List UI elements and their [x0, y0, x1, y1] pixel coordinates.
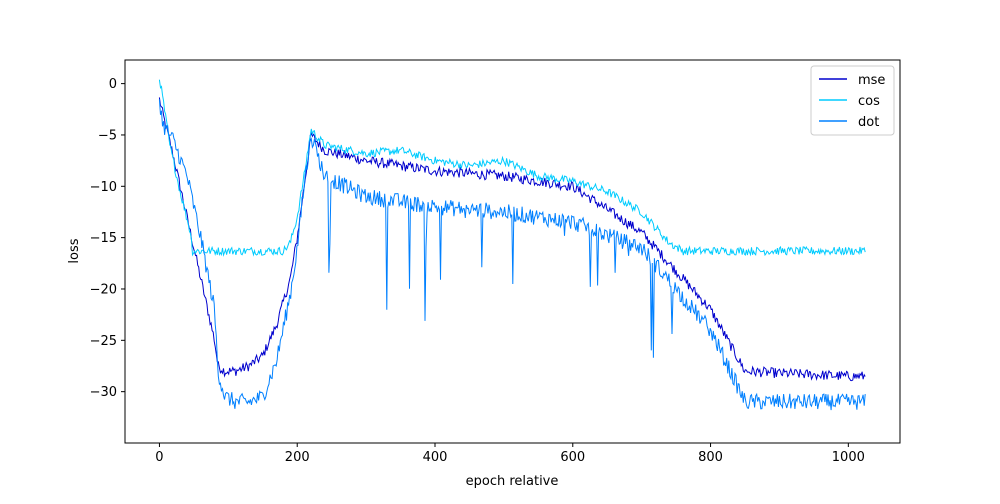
y-tick-label: −15 [90, 231, 117, 246]
x-tick-label: 1000 [832, 450, 865, 465]
x-tick-label: 800 [698, 450, 723, 465]
y-tick-label: −10 [90, 180, 117, 195]
series-layer [158, 79, 866, 411]
y-tick-label: 0 [109, 77, 117, 92]
y-tick-label: −5 [98, 128, 117, 143]
x-tick-label: 400 [423, 450, 448, 465]
x-tick-label: 600 [560, 450, 585, 465]
legend: mse cos dot [810, 65, 895, 136]
legend-label-dot: dot [858, 115, 879, 130]
legend-box [810, 65, 895, 136]
series-line-mse [158, 97, 866, 382]
ticks-layer: 0 200 400 600 800 1000 0 −5 −10 −15 −20 −25 −30 [90, 77, 865, 465]
series-line-dot [158, 99, 866, 411]
y-tick-label: −20 [90, 282, 117, 297]
y-axis-label: loss [67, 238, 82, 263]
plot-frame [124, 59, 901, 444]
y-tick-label: −25 [90, 334, 117, 349]
x-axis-label: epoch relative [466, 474, 559, 489]
legend-label-cos: cos [858, 94, 880, 109]
x-tick-label: 200 [285, 450, 310, 465]
x-tick-label: 0 [155, 450, 163, 465]
series-line-cos [158, 79, 866, 257]
legend-label-mse: mse [858, 73, 885, 88]
y-tick-label: −30 [90, 385, 117, 400]
